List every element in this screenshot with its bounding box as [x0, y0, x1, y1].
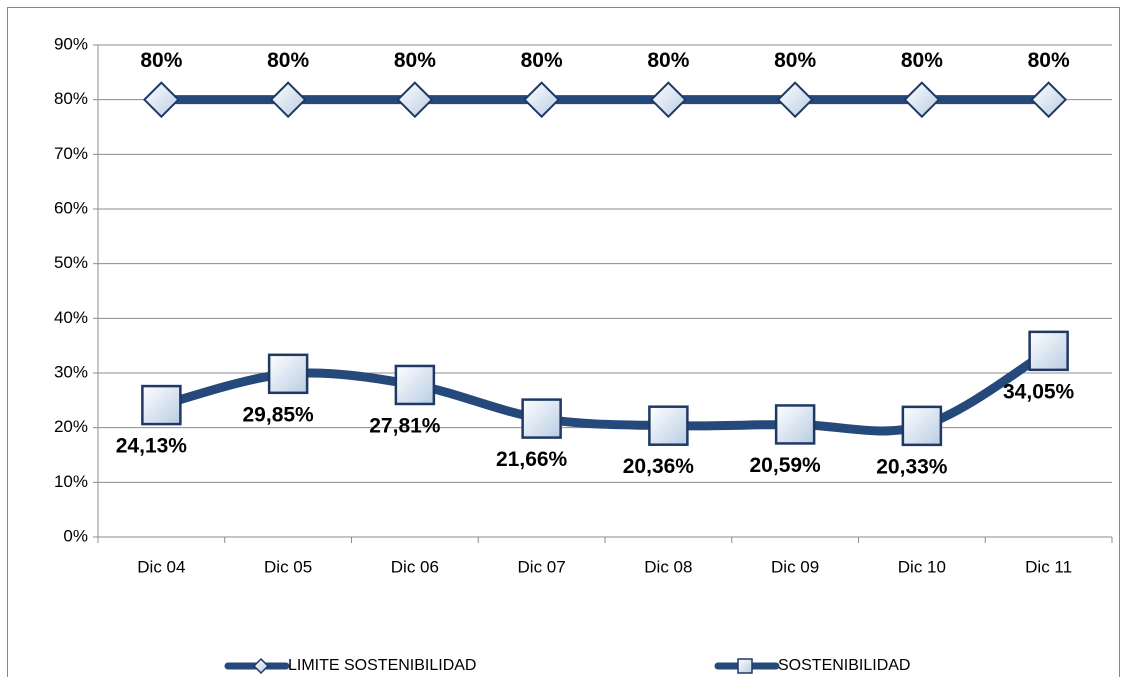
data-label: 80% — [774, 49, 816, 72]
point — [396, 81, 434, 119]
x-tick-label: Dic 04 — [137, 557, 185, 576]
x-tick-label: Dic 06 — [391, 557, 439, 576]
point — [776, 81, 814, 119]
data-label: 29,85% — [243, 403, 315, 426]
point — [267, 353, 309, 395]
data-label: 24,13% — [116, 435, 188, 458]
point — [901, 405, 943, 447]
x-tick-label: Dic 11 — [1025, 557, 1072, 576]
y-tick-label: 90% — [54, 34, 88, 53]
point — [523, 81, 561, 119]
data-label: 21,66% — [496, 448, 568, 471]
point — [394, 364, 436, 406]
point — [903, 81, 941, 119]
y-tick-label: 80% — [54, 89, 88, 108]
x-tick-label: Dic 08 — [644, 557, 692, 576]
x-tick-label: Dic 10 — [898, 557, 946, 576]
point — [774, 404, 816, 445]
data-label: 20,59% — [750, 454, 822, 477]
point — [649, 81, 687, 119]
y-tick-label: 10% — [54, 472, 88, 491]
y-tick-label: 70% — [54, 144, 88, 163]
x-tick-label: Dic 07 — [518, 557, 566, 576]
data-label: 80% — [901, 49, 943, 72]
point — [142, 81, 180, 119]
data-label: 80% — [267, 49, 309, 72]
x-tick-label: Dic 05 — [264, 557, 312, 576]
data-label: 80% — [647, 49, 689, 72]
point — [141, 384, 182, 426]
data-label: 80% — [521, 49, 563, 72]
y-tick-label: 0% — [63, 526, 88, 545]
legend-marker — [252, 657, 270, 675]
point — [1028, 330, 1069, 372]
y-tick-label: 20% — [54, 417, 88, 436]
data-label: 27,81% — [369, 415, 441, 438]
point — [269, 81, 307, 119]
legend-marker — [737, 658, 753, 674]
data-label: 80% — [1028, 49, 1070, 72]
point — [1030, 81, 1068, 119]
y-tick-label: 40% — [54, 308, 88, 327]
legend-label: SOSTENIBILIDAD — [778, 657, 910, 674]
chart-frame — [7, 7, 1120, 677]
legend-label: LIMITE SOSTENIBILIDAD — [288, 657, 476, 674]
data-label: 20,33% — [876, 455, 948, 478]
y-tick-label: 30% — [54, 362, 88, 381]
point — [521, 398, 562, 439]
y-tick-label: 60% — [54, 198, 88, 217]
y-tick-label: 50% — [54, 253, 88, 272]
data-label: 80% — [140, 49, 182, 72]
point — [648, 405, 689, 446]
data-label: 34,05% — [1003, 380, 1075, 403]
x-tick-label: Dic 09 — [771, 557, 819, 576]
data-label: 20,36% — [623, 455, 695, 478]
data-label: 80% — [394, 49, 436, 72]
